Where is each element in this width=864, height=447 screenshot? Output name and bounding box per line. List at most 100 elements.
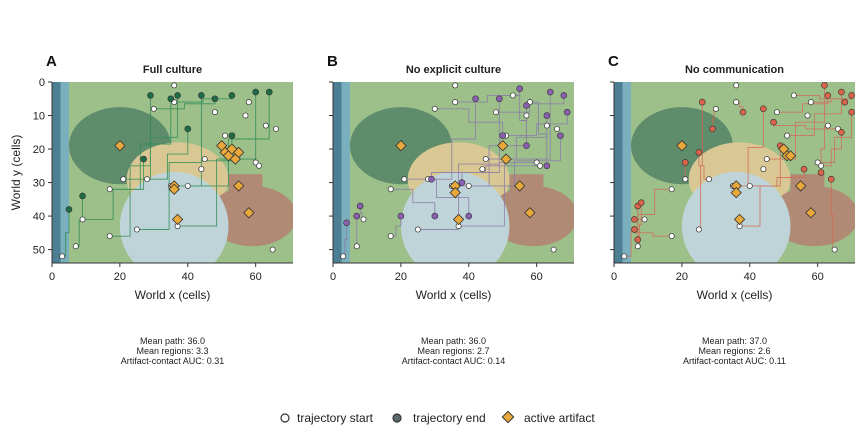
y-tick-label: 50: [33, 245, 45, 257]
trajectory-trail: [177, 92, 257, 227]
panel-stat-line: Mean path: 36.0: [421, 336, 486, 346]
trajectory-start-point: [106, 186, 113, 193]
trajectory-end-point: [543, 112, 551, 119]
trajectory-end-point: [147, 92, 154, 99]
legend-start-label: trajectory start: [297, 411, 374, 425]
panel-a: 0 20 40 60 0 10 20 30 40 50 Full culture A World x (…: [9, 53, 293, 366]
trajectory-trail: [153, 98, 216, 110]
active-artifact-point: [233, 146, 245, 159]
trajectory-start-point: [763, 156, 770, 163]
trajectory-start-point: [387, 233, 394, 240]
trajectory-end-point: [695, 149, 703, 156]
trajectory-trail: [434, 108, 504, 136]
trajectory-start-point: [256, 162, 263, 169]
trajectory-end-point: [65, 206, 73, 213]
trajectory-trail: [817, 112, 853, 163]
trajectory-end-point: [770, 118, 777, 126]
trajectory-trail: [430, 165, 541, 180]
trajectory-end-point: [824, 92, 832, 99]
trajectory-end-point: [681, 159, 689, 166]
active-artifact-point: [114, 140, 126, 152]
trajectory-start-point: [818, 162, 825, 169]
active-artifact-point: [524, 207, 536, 219]
trajectory-end-point: [698, 98, 706, 106]
trajectory-end-point: [184, 125, 192, 133]
active-artifact-point: [500, 153, 512, 165]
trajectory-start-point: [262, 122, 269, 129]
x-tick-label: 40: [744, 271, 756, 283]
legend-start-marker: [280, 413, 290, 423]
y-tick-label: 0: [39, 77, 45, 89]
trajectory-start-point: [79, 216, 86, 223]
trajectory-start-point: [746, 182, 753, 189]
x-tick-label: 0: [49, 271, 55, 283]
x-tick-label: 60: [531, 271, 543, 283]
trajectory-trail: [776, 95, 829, 113]
active-artifact-point: [243, 207, 255, 219]
trajectory-end-point: [709, 125, 716, 133]
trajectory-trail: [187, 92, 270, 187]
trajectory-start-point: [784, 132, 791, 139]
rock-plateau: [228, 174, 263, 193]
trajectory-start-point: [523, 112, 530, 119]
trajectory-start-point: [712, 105, 719, 112]
x-tick-label: 60: [250, 271, 262, 283]
trajectory-start-point: [387, 186, 394, 193]
trajectory-trail: [698, 152, 709, 180]
panel-stat-line: Mean path: 37.0: [702, 336, 767, 346]
trajectory-start-point: [273, 125, 279, 132]
active-artifact-point: [733, 213, 746, 226]
trajectory-start-point: [537, 162, 544, 169]
trajectory-end-point: [631, 216, 638, 223]
panel-letter: B: [327, 53, 338, 70]
trajectory-end-point: [431, 212, 439, 220]
legend-end-marker: [392, 413, 402, 423]
trajectory-end-point: [516, 85, 523, 93]
legend: trajectory start trajectory end active a…: [280, 410, 595, 425]
trajectory-end-point: [848, 92, 855, 99]
trajectory-start-point: [452, 82, 459, 89]
trajectory-trail: [147, 128, 189, 180]
trajectory-trail: [637, 188, 672, 240]
deep-water: [614, 82, 623, 263]
x-tick-label: 0: [330, 271, 336, 283]
trajectory-start-point: [465, 182, 472, 189]
trajectory-end-point: [739, 108, 747, 116]
trajectory-start-point: [479, 166, 486, 173]
markers: [340, 82, 571, 260]
trajectory-end-point: [428, 175, 435, 183]
trajectory-end-point: [563, 108, 571, 116]
panel-title: No communication: [685, 64, 784, 76]
trajectory-end-point: [198, 92, 205, 99]
trajectory-start-point: [242, 112, 249, 119]
trajectory-end-point: [817, 169, 825, 176]
trajectory-end-point: [631, 226, 638, 233]
trajectory-start-point: [360, 216, 367, 223]
trajectory-end-point: [211, 95, 219, 103]
trajectory-trail: [455, 88, 521, 103]
trajectory-start-point: [431, 105, 438, 112]
trajectory-end-point: [343, 219, 350, 227]
active-artifact-point: [730, 186, 742, 199]
trajectory-start-point: [831, 246, 838, 253]
trajectory-start-point: [269, 246, 276, 253]
active-artifact-point: [514, 180, 526, 192]
x-tick-label: 20: [114, 271, 126, 283]
trajectory-start-point: [668, 186, 675, 193]
trajectory-start-point: [198, 166, 205, 173]
active-artifact-point: [395, 140, 407, 152]
legend-artifact-label: active artifact: [524, 411, 595, 425]
trajectory-start-point: [554, 125, 560, 132]
trajectory-end-point: [472, 95, 479, 103]
trajectory-start-point: [201, 156, 208, 163]
active-artifact-point: [171, 213, 184, 226]
panel-stat-line: Mean regions: 3.3: [136, 346, 208, 356]
x-tick-label: 20: [676, 271, 688, 283]
trajectory-start-point: [682, 176, 689, 183]
trajectory-end-point: [228, 132, 236, 139]
trajectory-start-point: [641, 216, 648, 223]
trajectory-trail: [428, 98, 477, 180]
panel-c: 0 20 40 60 No communication C World x (cells) M…: [608, 53, 855, 366]
trajectory-start-point: [211, 109, 218, 116]
deep-water: [333, 82, 342, 263]
